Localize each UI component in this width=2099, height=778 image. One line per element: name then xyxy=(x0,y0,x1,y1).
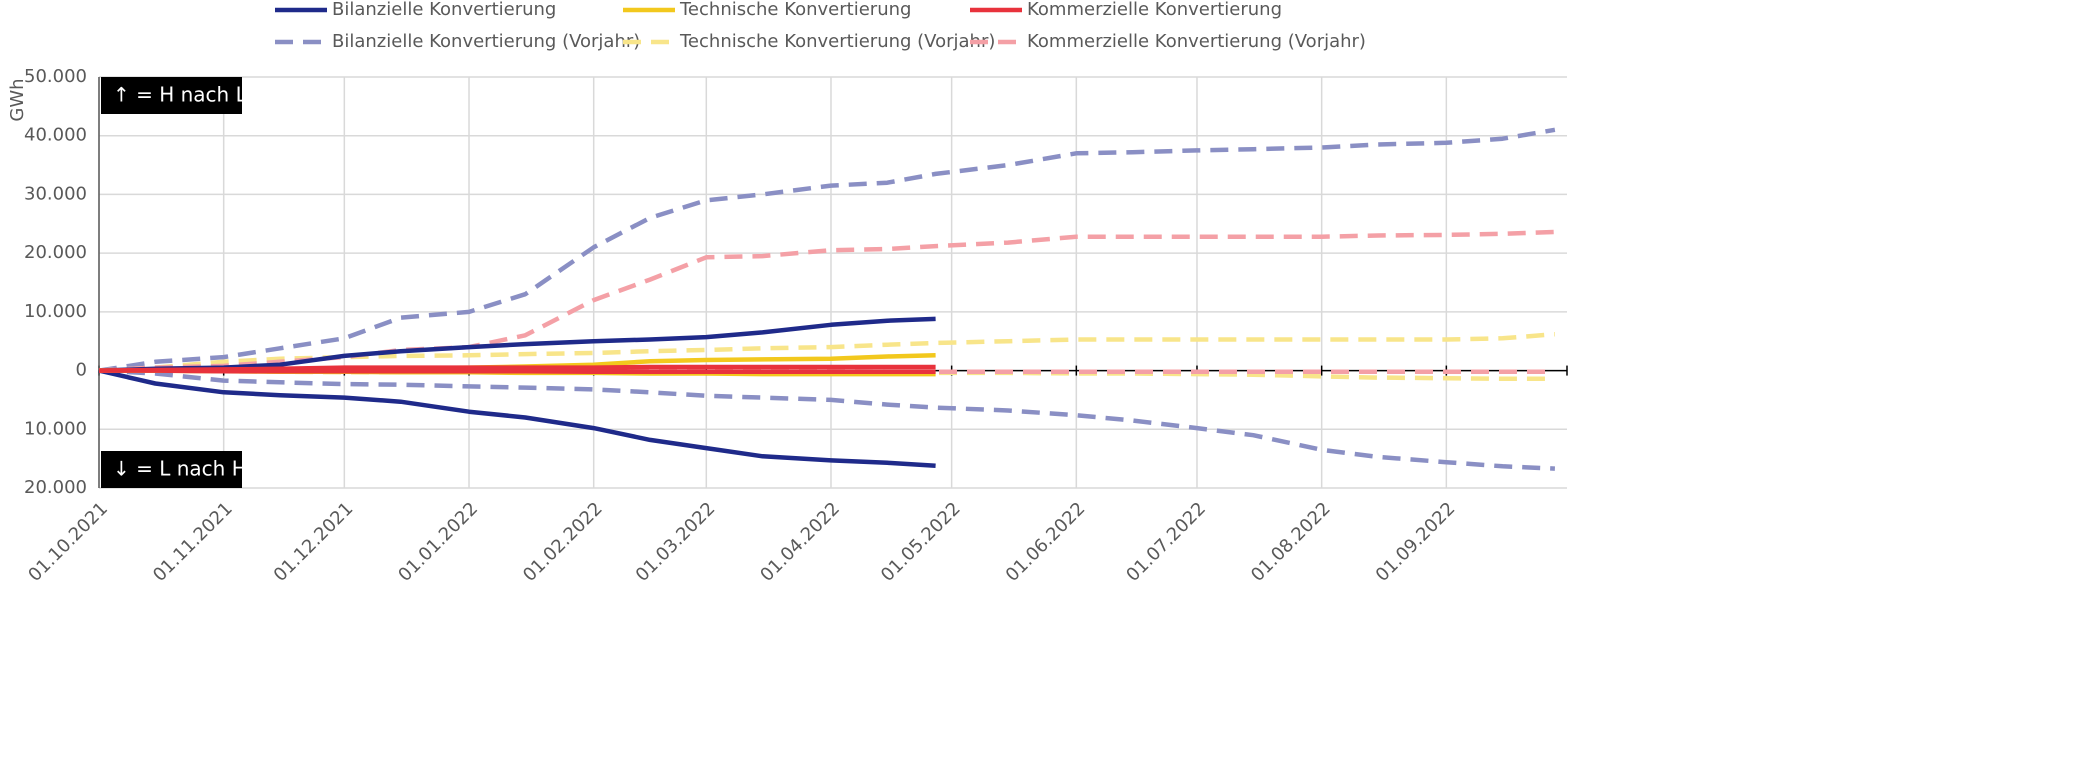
y-tick-label: 40.000 xyxy=(24,125,87,146)
x-tick-label: 01.05.2022 xyxy=(877,498,965,586)
y-axis-label: GWh xyxy=(7,78,28,121)
line xyxy=(98,316,936,373)
x-tick-label: 01.03.2022 xyxy=(632,498,720,586)
annotation: ↓ = L nach H xyxy=(113,457,247,481)
x-tick-label: 01.02.2022 xyxy=(519,498,607,586)
x-tick-label: 01.08.2022 xyxy=(1247,498,1335,586)
line xyxy=(98,229,1555,373)
legend-label: Technische Konvertierung (Vorjahr) xyxy=(679,31,995,52)
x-tick-label: 01.07.2022 xyxy=(1122,498,1210,586)
annotation-box xyxy=(101,451,242,488)
y-tick-label: 50.000 xyxy=(24,66,87,87)
x-tick-label: 01.04.2022 xyxy=(756,498,844,586)
x-tick-label: 01.11.2021 xyxy=(149,498,237,586)
y-tick-label: 20.000 xyxy=(24,242,87,263)
x-tick-label: 01.12.2021 xyxy=(270,498,358,586)
y-tick-label: 10.000 xyxy=(24,418,87,439)
x-tick-label: 01.01.2022 xyxy=(394,498,482,586)
legend-label: Kommerzielle Konvertierung (Vorjahr) xyxy=(1027,31,1366,52)
line xyxy=(98,368,1555,471)
line xyxy=(98,127,1556,373)
line xyxy=(99,368,936,374)
line xyxy=(98,368,936,468)
legend-label: Technische Konvertierung xyxy=(679,0,911,20)
x-tick-label: 01.06.2022 xyxy=(1002,498,1090,586)
y-tick-label: 0 xyxy=(76,360,87,381)
annotation-box xyxy=(101,77,242,114)
y-tick-label: 10.000 xyxy=(24,301,87,322)
legend-label: Bilanzielle Konvertierung (Vorjahr) xyxy=(332,31,640,52)
annotation: ↑ = H nach L xyxy=(113,83,248,107)
legend-label: Kommerzielle Konvertierung xyxy=(1027,0,1282,20)
x-tick-label: 01.09.2022 xyxy=(1372,498,1460,586)
y-tick-label: 20.000 xyxy=(24,477,87,498)
x-tick-label: 01.10.2021 xyxy=(24,498,112,586)
legend-label: Bilanzielle Konvertierung xyxy=(332,0,556,20)
y-tick-label: 30.000 xyxy=(24,183,87,204)
line xyxy=(98,331,1556,373)
